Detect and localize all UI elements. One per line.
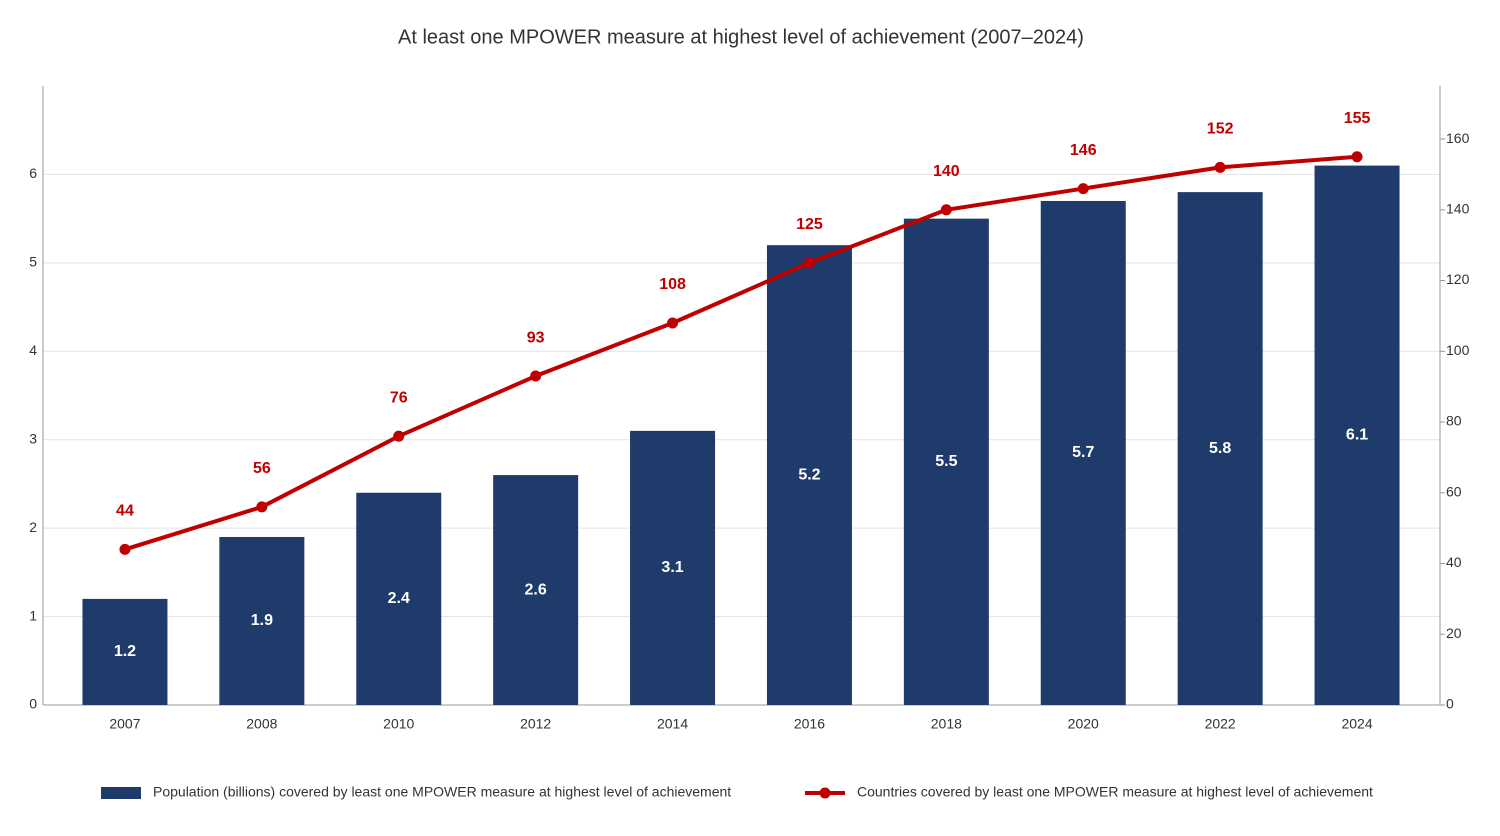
y-tick-label: 5 — [29, 254, 37, 270]
line-point — [940, 204, 952, 216]
x-tick-label: 2020 — [1068, 716, 1099, 732]
bar — [630, 430, 716, 705]
bar-label: 2.6 — [525, 581, 547, 598]
y2-tick-label: 160 — [1446, 130, 1470, 146]
x-tick-label: 2008 — [246, 716, 277, 732]
bar — [1040, 200, 1126, 705]
y2-tick-label: 20 — [1446, 625, 1462, 641]
y-tick-label: 3 — [29, 430, 37, 446]
line-point — [803, 257, 815, 269]
line-label: 152 — [1207, 121, 1234, 138]
y2-tick-label: 140 — [1446, 201, 1470, 217]
line-label: 155 — [1344, 110, 1371, 127]
x-tick-label: 2018 — [931, 716, 962, 732]
bar — [219, 536, 305, 705]
bar-label: 5.5 — [935, 453, 957, 470]
bar — [1177, 192, 1263, 706]
bar — [903, 218, 989, 705]
line-label: 44 — [116, 503, 134, 520]
y-tick-label: 4 — [29, 342, 37, 358]
x-tick-label: 2014 — [657, 716, 688, 732]
y-tick-label: 1 — [29, 607, 37, 623]
bar-label: 5.8 — [1209, 440, 1231, 457]
x-tick-label: 2010 — [383, 716, 414, 732]
line-label: 93 — [527, 329, 545, 346]
line-point — [1214, 161, 1226, 173]
bar — [766, 245, 852, 705]
x-tick-label: 2012 — [520, 716, 551, 732]
y2-tick-label: 120 — [1446, 271, 1470, 287]
line-point — [256, 501, 268, 513]
y2-tick-label: 60 — [1446, 483, 1462, 499]
y-tick-label: 0 — [29, 696, 37, 712]
bar-label: 1.2 — [114, 643, 136, 660]
y2-tick-label: 80 — [1446, 413, 1462, 429]
x-tick-label: 2022 — [1205, 716, 1236, 732]
bar-label: 5.2 — [798, 466, 820, 483]
bar-label: 3.1 — [661, 559, 683, 576]
line-label: 56 — [253, 460, 271, 477]
line-point — [1351, 151, 1363, 163]
x-tick-label: 2016 — [794, 716, 825, 732]
bar-label: 1.9 — [251, 612, 273, 629]
legend-swatch — [101, 787, 141, 799]
line — [124, 154, 1358, 552]
legend-label: Countries covered by least one MPOWER me… — [857, 784, 1373, 800]
bar-label: 2.4 — [388, 590, 410, 607]
legend-swatch-marker — [819, 787, 831, 799]
bar — [493, 475, 579, 705]
y-tick-label: 2 — [29, 519, 37, 535]
bar — [82, 598, 168, 705]
line-point — [530, 370, 542, 382]
line-point — [1077, 183, 1089, 195]
line-point — [667, 317, 679, 329]
y2-tick-label: 100 — [1446, 342, 1470, 358]
line-point — [119, 543, 131, 555]
bar-label: 6.1 — [1346, 427, 1368, 444]
line-label: 76 — [390, 389, 408, 406]
y2-tick-label: 0 — [1446, 696, 1454, 712]
x-tick-label: 2007 — [109, 716, 140, 732]
line-label: 146 — [1070, 142, 1097, 159]
line-label: 125 — [796, 216, 823, 233]
legend-label: Population (billions) covered by least o… — [153, 784, 731, 800]
x-tick-label: 2024 — [1341, 716, 1372, 732]
line-label: 140 — [933, 163, 960, 180]
line-point — [393, 430, 405, 442]
bar-label: 5.7 — [1072, 444, 1094, 461]
chart-title: At least one MPOWER measure at highest l… — [398, 26, 1084, 48]
bar — [356, 492, 442, 705]
y-tick-label: 6 — [29, 165, 37, 181]
bar — [1314, 165, 1400, 706]
y2-tick-label: 40 — [1446, 554, 1462, 570]
line-label: 108 — [659, 276, 686, 293]
